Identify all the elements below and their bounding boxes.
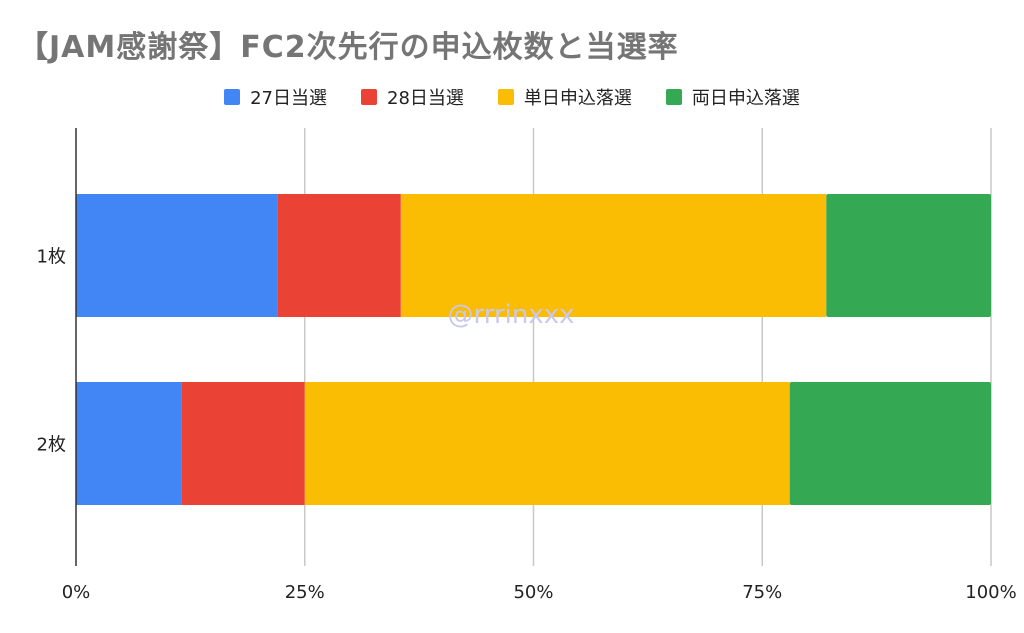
legend-item-28: 28日当選 — [361, 84, 464, 110]
bar-segment — [277, 194, 401, 317]
legend-item-27: 27日当選 — [224, 84, 327, 110]
legend-item-both-lost: 両日申込落選 — [665, 84, 800, 110]
bar-segment — [304, 382, 790, 505]
x-tick-label: 0% — [62, 582, 91, 603]
legend-item-single-lost: 単日申込落選 — [497, 84, 632, 110]
legend-label-27: 27日当選 — [250, 88, 327, 109]
legend-swatch-28 — [361, 89, 377, 105]
bar-segment — [400, 194, 827, 317]
x-tick-label: 100% — [965, 582, 1016, 603]
legend: 27日当選 28日当選 単日申込落選 両日申込落選 — [0, 84, 1024, 110]
legend-swatch-both-lost — [665, 89, 682, 105]
x-tick-label: 75% — [742, 582, 782, 603]
bar-segment — [76, 194, 278, 317]
bar-segment — [826, 194, 991, 317]
legend-swatch-27 — [224, 89, 241, 105]
bar-segment — [789, 382, 991, 505]
x-tick-label: 25% — [285, 582, 325, 603]
legend-label-both-lost: 両日申込落選 — [691, 88, 800, 109]
y-tick-label: 1枚 — [37, 247, 66, 268]
x-tick-label: 50% — [513, 582, 553, 603]
y-tick-label: 2枚 — [37, 435, 66, 456]
watermark-text: @rrrinxxx — [447, 300, 574, 330]
chart-title: 【JAM感謝祭】FC2次先行の申込枚数と当選率 — [18, 30, 679, 65]
legend-label-28: 28日当選 — [387, 88, 464, 109]
legend-swatch-single-lost — [497, 89, 514, 105]
legend-label-single-lost: 単日申込落選 — [523, 88, 632, 109]
bar-segment — [181, 382, 305, 505]
bar-segment — [76, 382, 182, 505]
